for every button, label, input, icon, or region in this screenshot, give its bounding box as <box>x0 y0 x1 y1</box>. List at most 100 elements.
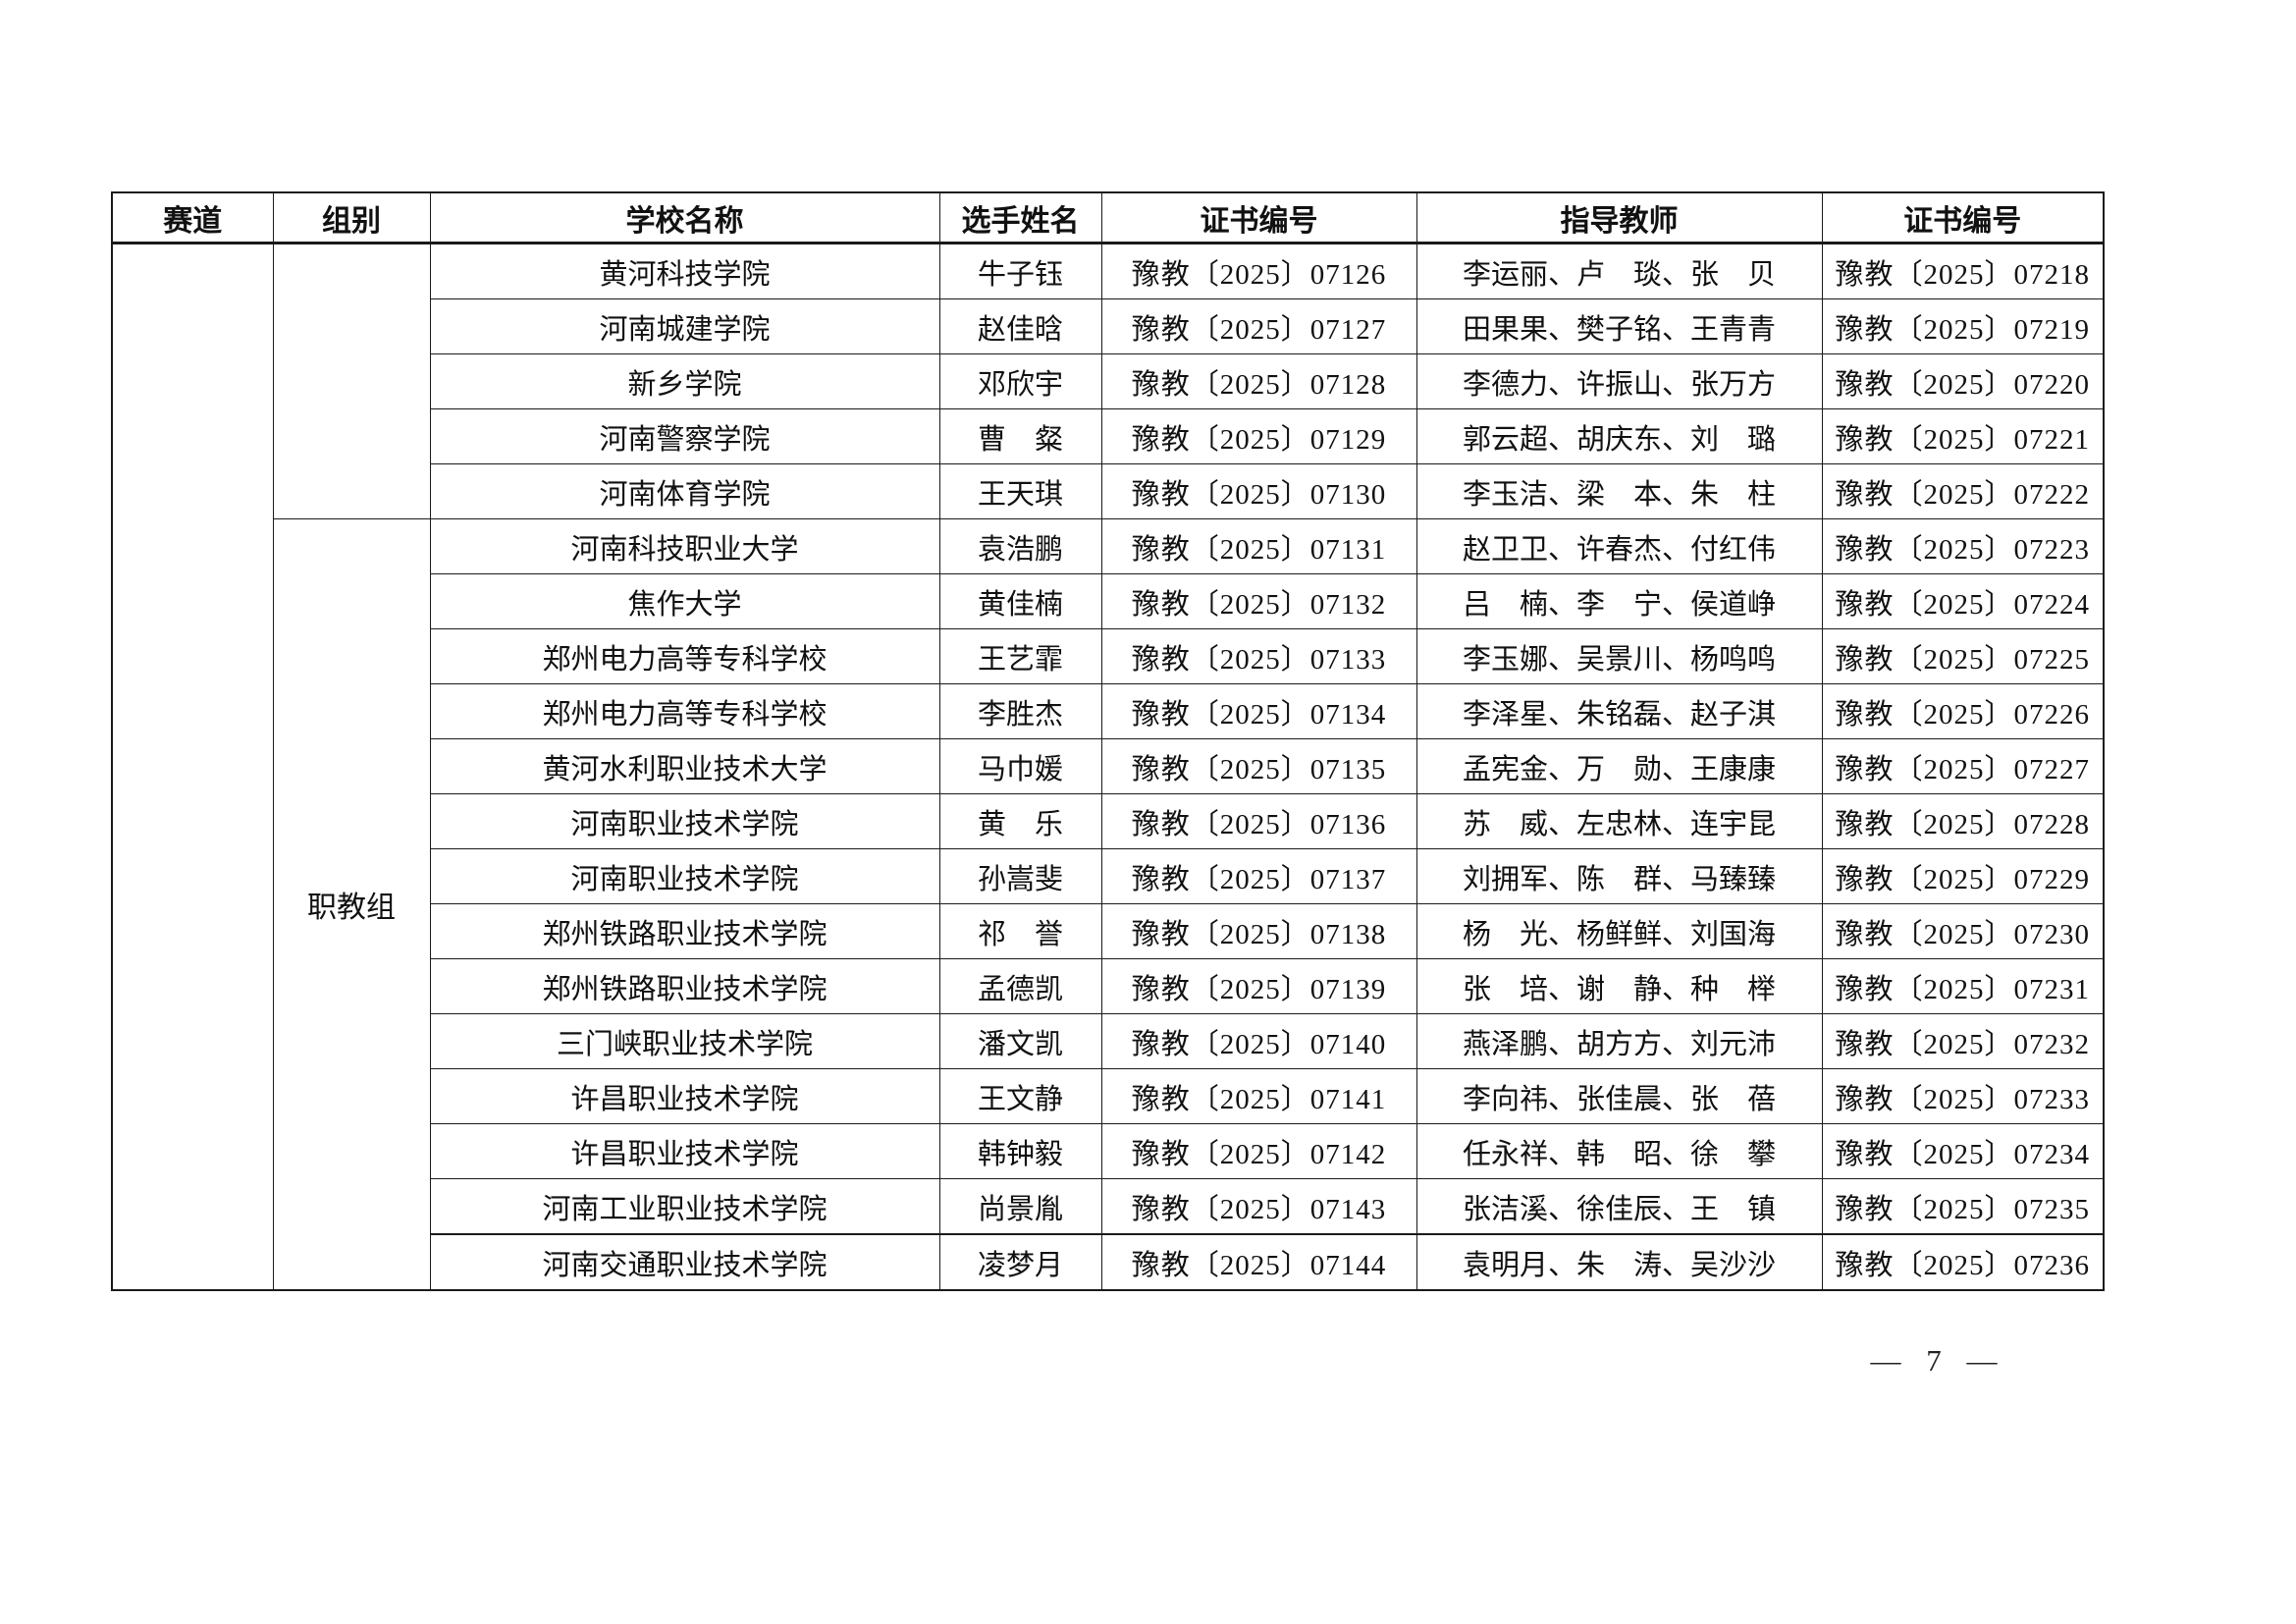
contestant-name-cell: 黄佳楠 <box>938 573 1102 629</box>
contestant-name-cell: 邓欣宇 <box>938 353 1102 409</box>
contestant-name-cell: 牛子钰 <box>938 243 1102 299</box>
column-header-school: 学校名称 <box>429 191 940 244</box>
contestant-cert-cell: 豫教〔2025〕07127 <box>1100 298 1417 354</box>
school-cell: 三门峡职业技术学院 <box>429 1013 940 1069</box>
teachers-cert-cell: 豫教〔2025〕07218 <box>1821 243 2105 299</box>
contestant-name-cell: 王文静 <box>938 1068 1102 1124</box>
teachers-cell: 李向祎、张佳晨、张 蓓 <box>1415 1068 1823 1124</box>
table-row: 焦作大学 黄佳楠 豫教〔2025〕07132 吕 楠、李 宁、侯道峥 豫教〔2025〕0… <box>112 573 2105 629</box>
contestant-cert-cell: 豫教〔2025〕07144 <box>1100 1233 1417 1291</box>
table-row: 河南体育学院 王天琪 豫教〔2025〕07130 李玉洁、梁 本、朱 柱豫教〔2025… <box>112 463 2105 519</box>
table-body: 黄河科技学院 牛子钰 豫教〔2025〕07126 李运丽、卢 琰、张 贝豫教〔2025… <box>111 243 2105 1291</box>
table-row: 许昌职业技术学院 韩钟毅 豫教〔2025〕07142 任永祥、韩 昭、徐 攀豫教〔20… <box>112 1123 2105 1179</box>
teachers-cell: 燕泽鹏、胡方方、刘元沛 <box>1415 1013 1823 1069</box>
contestant-name-cell: 袁浩鹏 <box>938 518 1102 574</box>
school-cell: 许昌职业技术学院 <box>429 1123 940 1179</box>
teachers-cell: 赵卫卫、许春杰、付红伟 <box>1415 518 1823 574</box>
contestant-cert-cell: 豫教〔2025〕07132 <box>1100 573 1417 629</box>
school-cell: 河南警察学院 <box>429 408 940 464</box>
column-header-teacher-cert: 证书编号 <box>1821 191 2105 244</box>
contestant-name-cell: 尚景胤 <box>938 1178 1102 1235</box>
contestant-cert-cell: 豫教〔2025〕07128 <box>1100 353 1417 409</box>
school-cell: 郑州电力高等专科学校 <box>429 683 940 739</box>
teachers-cell: 李玉娜、吴景川、杨鸣鸣 <box>1415 628 1823 684</box>
school-cell: 黄河水利职业技术大学 <box>429 738 940 794</box>
contestant-name-cell: 王艺霏 <box>938 628 1102 684</box>
contestant-cert-cell: 豫教〔2025〕07134 <box>1100 683 1417 739</box>
contestant-cert-cell: 豫教〔2025〕07137 <box>1100 848 1417 904</box>
table-row: 河南工业职业技术学院 尚景胤 豫教〔2025〕07143 张洁溪、徐佳辰、王 镇豫教〔… <box>112 1178 2105 1235</box>
table-row: 三门峡职业技术学院 潘文凯 豫教〔2025〕07140 燕泽鹏、胡方方、刘元沛 豫教〔2… <box>112 1013 2105 1069</box>
contestant-name-cell: 马巾媛 <box>938 738 1102 794</box>
school-cell: 河南科技职业大学 <box>429 518 940 574</box>
table-row: 黄河科技学院 牛子钰 豫教〔2025〕07126 李运丽、卢 琰、张 贝豫教〔2025… <box>111 243 2105 1291</box>
contestant-name-cell: 曹 粲 <box>938 408 1102 464</box>
teachers-cell: 李德力、许振山、张万方 <box>1415 353 1823 409</box>
teachers-cell: 郭云超、胡庆东、刘 璐 <box>1415 408 1823 464</box>
teachers-cert-cell: 豫教〔2025〕07219 <box>1821 298 2105 354</box>
teachers-cert-cell: 豫教〔2025〕07223 <box>1821 518 2105 574</box>
school-cell: 许昌职业技术学院 <box>429 1068 940 1124</box>
teachers-cell: 苏 威、左忠林、连宇昆 <box>1415 793 1823 849</box>
teachers-cert-cell: 豫教〔2025〕07222 <box>1821 463 2105 519</box>
contestant-cert-cell: 豫教〔2025〕07138 <box>1100 903 1417 959</box>
contestant-name-cell: 孟德凯 <box>938 958 1102 1014</box>
school-cell: 郑州铁路职业技术学院 <box>429 958 940 1014</box>
contestant-cert-cell: 豫教〔2025〕07142 <box>1100 1123 1417 1179</box>
contestant-name-cell: 潘文凯 <box>938 1013 1102 1069</box>
teachers-cell: 任永祥、韩 昭、徐 攀 <box>1415 1123 1823 1179</box>
contestant-cert-cell: 豫教〔2025〕07126 <box>1100 243 1417 299</box>
teachers-cell: 李泽星、朱铭磊、赵子淇 <box>1415 683 1823 739</box>
teachers-cert-cell: 豫教〔2025〕07233 <box>1821 1068 2105 1124</box>
awards-table: 赛道 组别 学校名称 选手姓名 证书编号 指导教师 证书编号 黄河科技学院 牛子钰… <box>111 191 2105 1291</box>
school-cell: 河南工业职业技术学院 <box>429 1178 940 1235</box>
teachers-cert-cell: 豫教〔2025〕07235 <box>1821 1178 2105 1235</box>
table-row: 新乡学院 邓欣宇 豫教〔2025〕07128 李德力、许振山、张万方 豫教〔2025〕0… <box>112 353 2105 409</box>
teachers-cell: 袁明月、朱 涛、吴沙沙 <box>1415 1233 1823 1291</box>
header-row: 赛道 组别 学校名称 选手姓名 证书编号 指导教师 证书编号 <box>111 191 2105 244</box>
contestant-cert-cell: 豫教〔2025〕07131 <box>1100 518 1417 574</box>
contestant-cert-cell: 豫教〔2025〕07141 <box>1100 1068 1417 1124</box>
table-row: 郑州电力高等专科学校 王艺霏 豫教〔2025〕07133 李玉娜、吴景川、杨鸣鸣 豫教〔… <box>112 628 2105 684</box>
teachers-cell: 李玉洁、梁 本、朱 柱 <box>1415 463 1823 519</box>
table-row: 黄河水利职业技术大学 马巾媛 豫教〔2025〕07135 孟宪金、万 勋、王康康 豫教〔… <box>112 738 2105 794</box>
teachers-cert-cell: 豫教〔2025〕07231 <box>1821 958 2105 1014</box>
teachers-cell: 吕 楠、李 宁、侯道峥 <box>1415 573 1823 629</box>
contestant-cert-cell: 豫教〔2025〕07136 <box>1100 793 1417 849</box>
track-cell <box>111 243 274 1291</box>
contestant-name-cell: 王天琪 <box>938 463 1102 519</box>
table-row: 郑州铁路职业技术学院祁 誉豫教〔2025〕07138 杨 光、杨鲜鲜、刘国海 豫教〔… <box>112 903 2105 959</box>
column-header-cert: 证书编号 <box>1100 191 1417 244</box>
teachers-cert-cell: 豫教〔2025〕07227 <box>1821 738 2105 794</box>
school-cell: 黄河科技学院 <box>429 243 940 299</box>
teachers-cell: 张洁溪、徐佳辰、王 镇 <box>1415 1178 1823 1235</box>
school-cell: 河南体育学院 <box>429 463 940 519</box>
contestant-cert-cell: 豫教〔2025〕07139 <box>1100 958 1417 1014</box>
column-header-track: 赛道 <box>111 191 274 244</box>
contestant-name-cell: 凌梦月 <box>938 1233 1102 1291</box>
contestant-name-cell: 赵佳晗 <box>938 298 1102 354</box>
teachers-cert-cell: 豫教〔2025〕07225 <box>1821 628 2105 684</box>
school-cell: 河南交通职业技术学院 <box>429 1233 940 1291</box>
table-row: 郑州电力高等专科学校 李胜杰 豫教〔2025〕07134 李泽星、朱铭磊、赵子淇 豫教〔… <box>112 683 2105 739</box>
teachers-cert-cell: 豫教〔2025〕07228 <box>1821 793 2105 849</box>
school-cell: 河南职业技术学院 <box>429 793 940 849</box>
teachers-cell: 田果果、樊子铭、王青青 <box>1415 298 1823 354</box>
teachers-cell: 刘拥军、陈 群、马臻臻 <box>1415 848 1823 904</box>
column-header-contestant: 选手姓名 <box>938 191 1102 244</box>
teachers-cert-cell: 豫教〔2025〕07221 <box>1821 408 2105 464</box>
column-header-teachers: 指导教师 <box>1415 191 1823 244</box>
teachers-cert-cell: 豫教〔2025〕07229 <box>1821 848 2105 904</box>
teachers-cell: 孟宪金、万 勋、王康康 <box>1415 738 1823 794</box>
school-cell: 新乡学院 <box>429 353 940 409</box>
contestant-cert-cell: 豫教〔2025〕07140 <box>1100 1013 1417 1069</box>
teachers-cert-cell: 豫教〔2025〕07236 <box>1821 1233 2105 1291</box>
awards-table-container: 赛道 组别 学校名称 选手姓名 证书编号 指导教师 证书编号 黄河科技学院 牛子钰… <box>111 191 2105 1291</box>
teachers-cell: 杨 光、杨鲜鲜、刘国海 <box>1415 903 1823 959</box>
page-number: — 7 — <box>1870 1343 1998 1378</box>
column-header-group: 组别 <box>272 191 431 244</box>
teachers-cell: 张 培、谢 静、种 榉 <box>1415 958 1823 1014</box>
teachers-cert-cell: 豫教〔2025〕07220 <box>1821 353 2105 409</box>
teachers-cert-cell: 豫教〔2025〕07232 <box>1821 1013 2105 1069</box>
teachers-cert-cell: 豫教〔2025〕07230 <box>1821 903 2105 959</box>
